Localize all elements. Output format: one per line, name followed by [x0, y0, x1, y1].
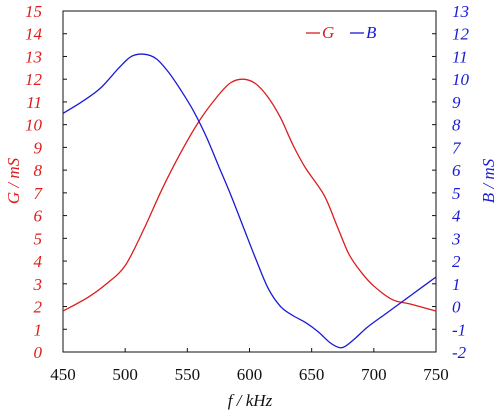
- bottom-tick-label: 450: [50, 365, 76, 384]
- right-tick-label: 9: [452, 93, 461, 112]
- left-tick-label: 5: [34, 229, 43, 248]
- left-tick-label: 11: [26, 93, 42, 112]
- left-tick-label: 2: [34, 298, 43, 317]
- right-tick-label: 11: [452, 47, 468, 66]
- right-tick-label: 12: [452, 25, 470, 44]
- y-axis-left-label: G / mS: [4, 157, 23, 204]
- left-tick-label: 1: [34, 320, 43, 339]
- legend-g-label: G: [322, 23, 334, 42]
- left-tick-label: 8: [34, 161, 43, 180]
- series-lines: [62, 53, 437, 349]
- left-tick-label: 13: [25, 47, 42, 66]
- right-tick-label: 10: [452, 70, 470, 89]
- left-tick-label: 4: [34, 252, 43, 271]
- left-tick-label: 14: [25, 25, 43, 44]
- left-tick-label: 7: [34, 184, 44, 203]
- series-line-b: [62, 53, 437, 349]
- plot-frame: [62, 10, 437, 353]
- right-tick-label: 7: [452, 138, 462, 157]
- y-axis-right-label: B / mS: [479, 158, 498, 203]
- left-tick-label: 15: [25, 2, 42, 21]
- bottom-tick-label: 550: [175, 365, 201, 384]
- bottom-tick-label: 650: [299, 365, 325, 384]
- bottom-tick-label: 700: [361, 365, 387, 384]
- right-tick-label: 5: [452, 184, 461, 203]
- right-tick-label: 3: [451, 229, 461, 248]
- left-tick-label: 9: [34, 138, 43, 157]
- right-tick-label: 4: [452, 207, 461, 226]
- bottom-tick-label: 750: [423, 365, 449, 384]
- right-tick-label: 0: [452, 298, 461, 317]
- right-tick-label: 2: [452, 252, 461, 271]
- bottom-tick-label: 600: [237, 365, 263, 384]
- left-tick-label: 3: [33, 275, 43, 294]
- right-tick-label: -2: [452, 343, 467, 362]
- right-tick-label: 13: [452, 2, 469, 21]
- legend-b-label: B: [366, 23, 377, 42]
- left-tick-label: 0: [34, 343, 43, 362]
- right-tick-label: -1: [452, 320, 466, 339]
- bottom-tick-label: 500: [112, 365, 138, 384]
- left-tick-label: 10: [25, 116, 43, 135]
- series-line-g: [62, 78, 437, 312]
- left-tick-label: 6: [34, 207, 43, 226]
- right-tick-label: 1: [452, 275, 461, 294]
- right-tick-label: 6: [452, 161, 461, 180]
- bottom-axis: 450 500 550 600 650 700 750: [50, 348, 449, 384]
- left-tick-label: 12: [25, 70, 43, 89]
- legend: G B: [306, 23, 377, 42]
- x-axis-label: f / kHz: [228, 391, 273, 410]
- right-tick-label: 8: [452, 116, 461, 135]
